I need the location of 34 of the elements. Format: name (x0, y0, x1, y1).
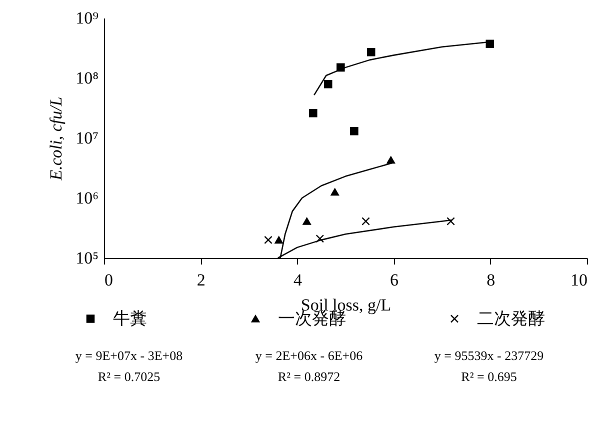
x-tick-label: 8 (486, 270, 496, 290)
point (386, 156, 396, 164)
x-tick-label: 2 (196, 270, 206, 290)
text: y = 2E+06x - 6E+06 (255, 348, 364, 363)
text: R² = 0.695 (461, 369, 517, 384)
point (446, 217, 455, 226)
point (324, 80, 332, 88)
point (330, 188, 340, 196)
point (316, 234, 324, 243)
point (362, 217, 370, 226)
x-tick-label: 10 (570, 270, 588, 290)
x-tick-label: 0 (104, 270, 113, 290)
x-tick-label: 6 (390, 270, 399, 290)
point (366, 48, 376, 56)
point (336, 63, 345, 72)
point (309, 108, 318, 118)
y-tick-label: 10⁸ (76, 68, 99, 88)
point (486, 40, 494, 48)
y-axis-title: E.coli, cfu/L (46, 96, 66, 182)
x-tick-label: 4 (293, 270, 302, 290)
y-tick-label: 10⁵ (76, 248, 99, 268)
legend-label: 牛糞 (113, 308, 147, 328)
y-tick-label: 10⁷ (76, 128, 99, 148)
legend-label: 二次発酵 (477, 308, 545, 328)
point (264, 236, 272, 244)
text: R² = 0.7025 (98, 369, 160, 384)
text: R² = 0.8972 (278, 369, 340, 384)
point (302, 218, 311, 225)
point (274, 236, 283, 244)
y-tick-label: 10⁶ (76, 188, 99, 208)
text: y = 9E+07x - 3E+08 (75, 348, 183, 363)
text: y = 95539x - 237729 (434, 348, 544, 363)
y-tick-label: 10⁹ (76, 8, 99, 28)
point (350, 127, 358, 136)
